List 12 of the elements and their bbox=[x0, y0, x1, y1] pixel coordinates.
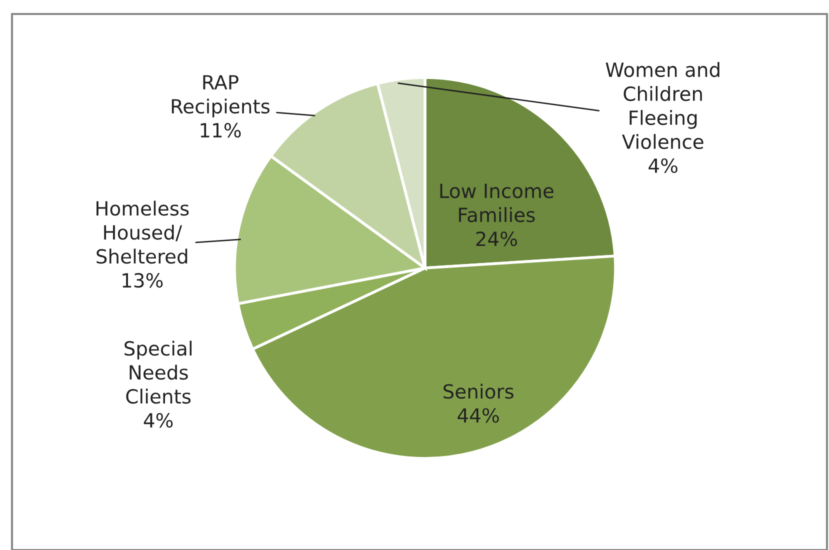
slice-label: RAP Recipients bbox=[172, 75, 270, 118]
data-label: 4% bbox=[144, 413, 173, 428]
data-label: 44% bbox=[458, 408, 499, 423]
data-label: 11% bbox=[200, 122, 241, 138]
slice-label: Special Needs Clients bbox=[124, 340, 192, 404]
data-label: 13% bbox=[122, 273, 163, 288]
data-label: 24% bbox=[476, 231, 517, 246]
slice-label: Seniors bbox=[444, 384, 514, 399]
slice-label: Women and Children Fleeing Violence bbox=[606, 62, 720, 150]
data-label: 4% bbox=[648, 158, 678, 174]
slice-label: Homeless Housed/ Sheltered bbox=[96, 200, 189, 264]
slice-label: Low Income Families bbox=[440, 184, 554, 222]
